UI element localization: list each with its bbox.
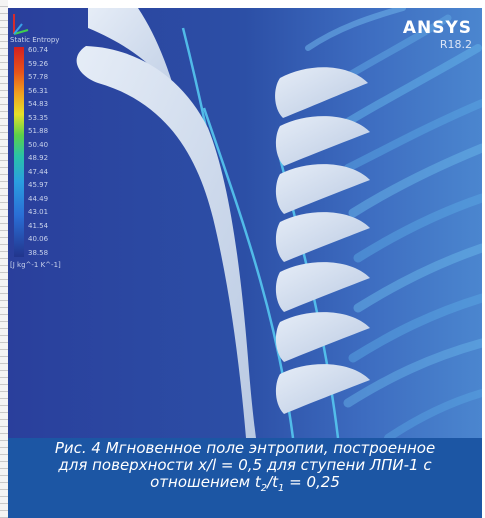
figure-caption: Рис. 4 Мгновенное поле энтропии, построе… [8, 438, 482, 518]
caption-line-2: для поверхности x/l = 0,5 для ступени ЛП… [58, 456, 432, 474]
rotor-blade-3 [275, 164, 370, 214]
legend-tick-label: 57.78 [28, 73, 49, 82]
cfd-field-render [8, 8, 482, 438]
legend-tick-label: 45.97 [28, 181, 49, 190]
legend-tick-label: 50.40 [28, 140, 49, 149]
caption-line-3: отношением t2/t1 = 0,25 [8, 473, 482, 494]
rotor-blade-7 [275, 364, 370, 414]
downstream-wakes [305, 8, 482, 438]
legend-tick-label: 60.74 [28, 46, 49, 54]
legend-tick-label: 40.06 [28, 235, 49, 244]
color-legend: Static Entropy 60.74 59.26 57.78 56.31 54.83… [10, 36, 96, 276]
ansys-version: R18.2 [439, 38, 472, 51]
caption-line-3-prefix: отношением t [150, 473, 261, 491]
rotor-blade-6 [275, 312, 370, 362]
stator-blade-2 [76, 46, 256, 438]
legend-tick-label: 43.01 [28, 208, 49, 217]
legend-tick-label: 38.58 [28, 249, 49, 257]
ansys-brand: ANSYS [402, 18, 472, 38]
stator-blades [76, 8, 256, 438]
legend-tick-label: 44.49 [28, 194, 49, 203]
entropy-field-image: ANSYS R18.2 Static Entropy 60.74 59.26 57.… [8, 8, 482, 438]
legend-tick-label: 51.88 [28, 127, 49, 136]
legend-tick-label: 59.26 [28, 59, 49, 68]
caption-sub-1: 1 [278, 483, 285, 494]
rotor-blade-5 [275, 262, 370, 312]
legend-tick-labels: 60.74 59.26 57.78 56.31 54.83 53.35 51.88 50.40… [28, 47, 92, 257]
ansys-watermark: ANSYS R18.2 [402, 18, 472, 51]
legend-title: Static Entropy [10, 36, 60, 44]
legend-unit: [J kg^-1 K^-1] [10, 261, 61, 269]
legend-tick-label: 56.31 [28, 86, 49, 95]
page-margin-strip [0, 0, 8, 518]
caption-sub-2: 2 [260, 483, 268, 494]
legend-colorbar [14, 47, 24, 257]
legend-tick-label: 54.83 [28, 100, 49, 109]
rotor-blades [275, 67, 370, 414]
legend-tick-label: 48.92 [28, 154, 49, 163]
rotor-blade-1 [275, 67, 368, 118]
caption-slash: /t [267, 473, 279, 491]
axis-triad-icon [13, 14, 29, 35]
legend-tick-label: 47.44 [28, 167, 49, 176]
rotor-blade-4 [275, 212, 370, 262]
legend-tick-label: 41.54 [28, 221, 49, 230]
caption-line-1: Рис. 4 Мгновенное поле энтропии, построе… [54, 439, 436, 457]
legend-tick-label: 53.35 [28, 113, 49, 122]
stator-blade-1 [88, 8, 183, 123]
caption-line-3-suffix: = 0,25 [284, 473, 340, 491]
rotor-blade-2 [275, 116, 370, 166]
